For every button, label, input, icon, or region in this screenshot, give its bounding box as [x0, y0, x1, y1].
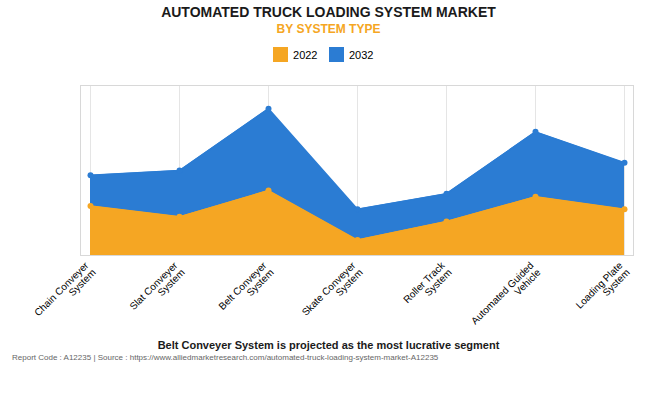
html-text:BY SYSTEM TYPE: BY SYSTEM TYPE: [276, 22, 381, 36]
svg-text:Roller TrackSystem: Roller TrackSystem: [401, 258, 454, 311]
svg-text:Loading PlateSystem: Loading PlateSystem: [574, 259, 632, 317]
svg-text:Automated GuidedVehicle: Automated GuidedVehicle: [469, 259, 543, 333]
svg-text:Slat ConveyerSystem: Slat ConveyerSystem: [127, 259, 187, 319]
html-text:2022: 2022: [293, 48, 318, 61]
html-text:2032: 2032: [349, 48, 374, 61]
html-text:Belt Conveyer System is projec: Belt Conveyer System is projected as the…: [157, 338, 500, 351]
html-text:Report Code : A12235 | Source: Report Code : A12235 | Source : https://…: [12, 352, 439, 362]
svg-text:Belt ConveyerSystem: Belt ConveyerSystem: [216, 259, 276, 319]
svg-text:Chain ConveyerSystem: Chain ConveyerSystem: [32, 259, 98, 325]
svg-text:Skate ConveyerSystem: Skate ConveyerSystem: [300, 259, 366, 325]
html-text:AUTOMATED TRUCK LOADING SYSTEM: AUTOMATED TRUCK LOADING SYSTEM MARKET: [161, 4, 496, 20]
